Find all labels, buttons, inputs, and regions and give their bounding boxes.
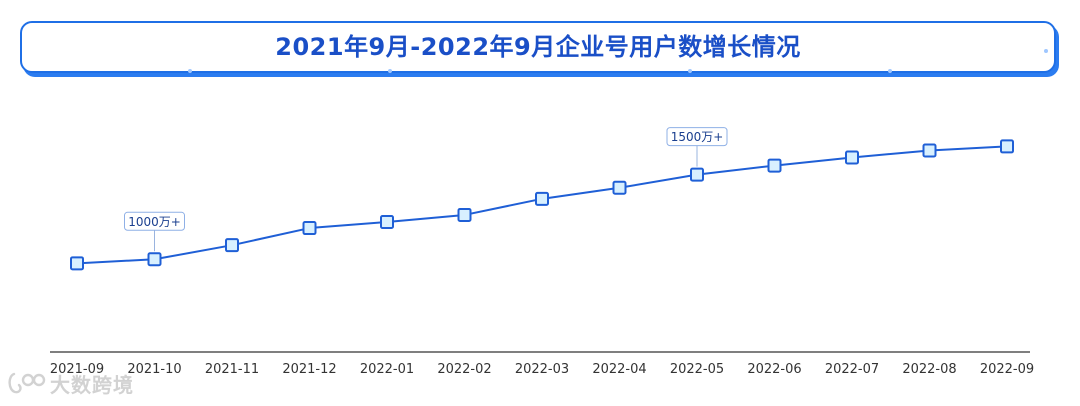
data-point <box>457 207 472 222</box>
data-point <box>767 158 782 173</box>
annotation-callout: 1000万+ <box>124 211 185 252</box>
data-point <box>147 252 162 267</box>
data-points-group <box>70 139 1014 271</box>
title-banner: 2021年9月-2022年9月企业号用户数增长情况 <box>20 21 1056 73</box>
data-point <box>922 143 937 158</box>
data-point <box>535 191 549 206</box>
frame-decor-dot <box>388 69 392 73</box>
data-point <box>1000 139 1014 154</box>
x-tick-label: 2022-03 <box>515 362 569 377</box>
x-tick-label: 2021-10 <box>127 362 181 377</box>
x-tick-label: 2022-06 <box>747 362 801 377</box>
frame-decor-dot <box>888 69 892 73</box>
frame-decor-dot <box>1044 49 1048 53</box>
chart-title: 2021年9月-2022年9月企业号用户数增长情况 <box>275 33 801 61</box>
x-tick-label: 2021-11 <box>205 362 259 377</box>
frame-decor-dot <box>188 69 192 73</box>
frame-decor-dot <box>688 69 692 73</box>
x-tick-label: 2022-04 <box>592 362 646 377</box>
x-tick-label: 2022-09 <box>980 362 1034 377</box>
x-tick-label: 2022-01 <box>360 362 414 377</box>
data-point <box>70 256 84 271</box>
annotation-box <box>666 127 728 147</box>
x-tick-label: 2021-12 <box>282 362 336 377</box>
annotations-group: 1000万+ 1500万+ <box>124 127 728 252</box>
annotation-label: 1000万+ <box>128 215 181 229</box>
data-point <box>380 215 394 230</box>
x-tick-label: 2022-08 <box>902 362 956 377</box>
x-tick-label: 2022-02 <box>437 362 491 377</box>
x-tick-label: 2021-09 <box>50 362 104 377</box>
watermark: 大数跨境 <box>6 368 134 398</box>
x-tick-label: 2022-07 <box>825 362 879 377</box>
data-point <box>612 180 627 195</box>
data-point <box>690 167 704 182</box>
x-tick-labels: 2021-09 2021-10 2021-11 2021-12 2022-01 2022-… <box>50 362 1034 377</box>
data-point <box>225 238 239 253</box>
watermark-text: 大数跨境 <box>50 372 134 397</box>
data-point <box>302 221 317 236</box>
annotation-label: 1500万+ <box>671 130 724 144</box>
data-point <box>845 150 859 165</box>
x-tick-label: 2022-05 <box>670 362 724 377</box>
annotation-box <box>124 211 185 231</box>
watermark-logo-icon <box>8 372 46 394</box>
annotation-callout: 1500万+ <box>666 127 728 167</box>
